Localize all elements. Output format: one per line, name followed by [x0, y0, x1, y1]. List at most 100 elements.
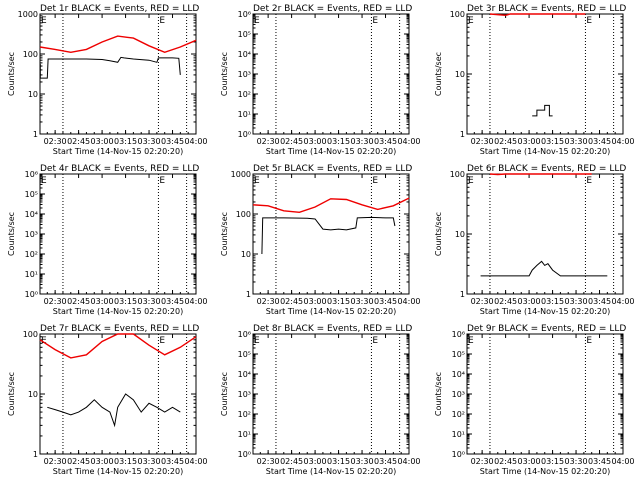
events-series-line	[39, 56, 181, 79]
x-tick-label: 03:45	[161, 457, 184, 466]
x-tick-label: 03:45	[374, 137, 397, 146]
y-tick-label: 10⁶	[25, 170, 38, 179]
y-tick-label: 10³	[25, 230, 38, 239]
x-tick-label: 02:45	[494, 137, 517, 146]
x-tick-label: 03:45	[161, 137, 184, 146]
y-tick-label: 10⁶	[238, 10, 251, 19]
x-tick-label: 03:15	[541, 137, 564, 146]
x-axis-label: Start Time (14-Nov-15 02:20:20)	[53, 147, 183, 156]
y-tick-label: 10⁰	[238, 130, 251, 139]
y-tick-label: 1	[33, 130, 38, 139]
y-tick-label: 10²	[238, 410, 251, 419]
x-tick-label: 03:45	[588, 137, 611, 146]
lld-series-line	[39, 35, 197, 54]
y-tick-label: 100	[450, 170, 465, 179]
x-tick-label: 02:45	[67, 297, 90, 306]
marker-e-label: E	[254, 176, 260, 186]
y-tick-label: 10⁶	[238, 330, 251, 339]
x-tick-label: 03:30	[138, 137, 161, 146]
marker-e-label: E	[41, 336, 47, 346]
x-axis-label: Start Time (14-Nov-15 02:20:20)	[480, 307, 610, 316]
x-tick-label: 03:45	[374, 457, 397, 466]
panel-title: Det 8r BLACK = Events, RED = LLD	[253, 324, 412, 334]
y-tick-label: 10³	[452, 390, 465, 399]
panel-1: Det 1r BLACK = Events, RED = LLD E E 1 10 100…	[7, 4, 208, 156]
events-series-line	[532, 104, 553, 117]
marker-e-label: E	[41, 176, 47, 186]
y-tick-label: 10²	[25, 250, 38, 259]
y-tick-label: 100	[450, 10, 465, 19]
y-tick-label: 10⁵	[238, 30, 251, 39]
x-tick-label: 03:00	[518, 297, 541, 306]
marker-e-label: E	[254, 16, 260, 26]
x-tick-label: 04:00	[184, 297, 207, 306]
x-tick-label: 04:00	[611, 457, 634, 466]
marker-e-label: E	[468, 336, 474, 346]
y-axis-label: Counts/sec	[434, 52, 443, 96]
x-tick-label: 03:00	[91, 457, 114, 466]
panel-title: Det 7r BLACK = Events, RED = LLD	[40, 324, 199, 334]
x-tick-label: 02:45	[67, 137, 90, 146]
panel-title: Det 1r BLACK = Events, RED = LLD	[40, 4, 199, 14]
y-tick-label: 10¹	[25, 270, 38, 279]
y-tick-label: 10¹	[238, 430, 251, 439]
panel-3: Det 3r BLACK = Events, RED = LLD E E 1 10 100…	[434, 4, 635, 156]
panel-title: Det 9r BLACK = Events, RED = LLD	[467, 324, 626, 334]
events-series-line	[47, 393, 181, 428]
x-tick-label: 03:45	[588, 457, 611, 466]
y-tick-label: 10	[28, 390, 38, 399]
y-axis-label: Counts/sec	[7, 212, 16, 256]
x-tick-label: 04:00	[184, 137, 207, 146]
panel-2: Det 2r BLACK = Events, RED = LLD E E 10⁰ 10¹…	[220, 4, 421, 156]
marker-e-label: E	[159, 176, 165, 186]
y-axis-label: Counts/sec	[220, 372, 229, 416]
marker-e-label: E	[372, 336, 378, 346]
panel-4: Det 4r BLACK = Events, RED = LLD E E 10⁰ 10¹…	[7, 164, 208, 316]
x-tick-label: 02:45	[494, 297, 517, 306]
y-tick-label: 1	[246, 290, 251, 299]
marker-e-label: E	[41, 16, 47, 26]
y-tick-label: 10³	[238, 70, 251, 79]
y-tick-label: 10¹	[238, 110, 251, 119]
y-tick-label: 10⁰	[452, 450, 465, 459]
y-tick-label: 1000	[18, 10, 38, 19]
marker-e-label: E	[586, 16, 592, 26]
x-tick-label: 03:00	[91, 297, 114, 306]
x-tick-label: 03:15	[541, 297, 564, 306]
x-tick-label: 03:00	[304, 297, 327, 306]
x-tick-label: 02:45	[280, 457, 303, 466]
x-tick-label: 03:00	[304, 457, 327, 466]
y-tick-label: 1	[460, 130, 465, 139]
panel-5: Det 5r BLACK = Events, RED = LLD E E 1 10 100…	[220, 164, 421, 316]
lld-series-line	[39, 333, 197, 359]
y-tick-label: 10⁰	[238, 450, 251, 459]
marker-e-label: E	[586, 336, 592, 346]
y-tick-label: 10⁵	[25, 190, 38, 199]
y-tick-label: 10¹	[452, 430, 465, 439]
panel-title: Det 2r BLACK = Events, RED = LLD	[253, 4, 412, 14]
x-tick-label: 03:45	[161, 297, 184, 306]
x-axis-label: Start Time (14-Nov-15 02:20:20)	[480, 467, 610, 476]
panel-title: Det 6r BLACK = Events, RED = LLD	[467, 164, 626, 174]
panel-8: Det 8r BLACK = Events, RED = LLD E E 10⁰ 10¹…	[220, 324, 421, 476]
x-tick-label: 03:30	[351, 297, 374, 306]
x-tick-label: 03:45	[374, 297, 397, 306]
y-axis-label: Counts/sec	[7, 52, 16, 96]
panel-title: Det 4r BLACK = Events, RED = LLD	[40, 164, 199, 174]
x-tick-label: 03:15	[114, 457, 137, 466]
y-tick-label: 100	[23, 50, 38, 59]
y-tick-label: 1000	[231, 170, 251, 179]
marker-e-label: E	[468, 176, 474, 186]
y-tick-label: 10	[455, 70, 465, 79]
x-tick-label: 02:30	[471, 457, 494, 466]
x-tick-label: 03:15	[327, 457, 350, 466]
x-tick-label: 03:00	[91, 137, 114, 146]
x-tick-label: 02:30	[44, 137, 67, 146]
x-tick-label: 03:30	[565, 457, 588, 466]
marker-e-label: E	[468, 16, 474, 26]
marker-e-label: E	[254, 336, 260, 346]
y-axis-label: Counts/sec	[434, 212, 443, 256]
panel-title: Det 3r BLACK = Events, RED = LLD	[467, 4, 626, 14]
lld-series-line	[489, 173, 592, 176]
